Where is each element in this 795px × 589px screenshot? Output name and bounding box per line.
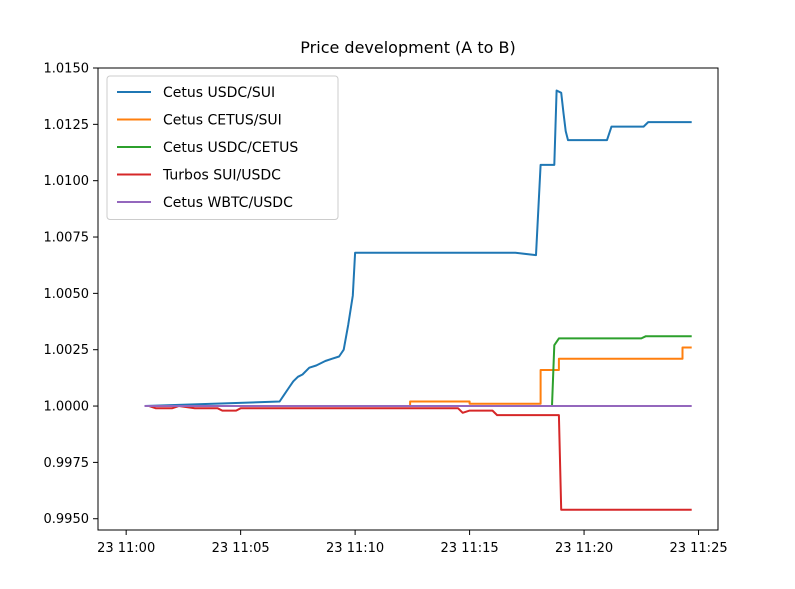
x-tick-label: 23 11:15 — [441, 541, 499, 556]
legend-label-0: Cetus USDC/SUI — [163, 85, 275, 101]
x-tick-label: 23 11:25 — [669, 541, 727, 556]
axes-layer: 0.9950 0.9975 1.0000 1.0025 1.0050 1.0075 1.01… — [44, 62, 728, 557]
y-tick-label: 1.0075 — [44, 231, 90, 246]
y-tick-label: 1.0025 — [44, 343, 90, 358]
y-tick-label: 1.0050 — [44, 287, 90, 302]
legend-label-1: Cetus CETUS/SUI — [163, 113, 282, 129]
y-tick-label: 1.0150 — [44, 62, 90, 77]
x-tick-label: 23 11:20 — [555, 541, 613, 556]
y-tick-label: 0.9975 — [44, 456, 90, 471]
legend-box — [106, 75, 339, 220]
legend-label-4: Cetus WBTC/USDC — [163, 195, 293, 211]
series-layer — [144, 89, 692, 511]
y-tick-label: 0.9950 — [44, 512, 90, 527]
chart-title: Price development (A to B) — [300, 38, 515, 57]
x-tick-label: 23 11:00 — [97, 541, 155, 556]
y-tick-label: 1.0100 — [44, 174, 90, 189]
x-tick-label: 23 11:10 — [326, 541, 384, 556]
y-tick-label: 1.0125 — [44, 118, 90, 133]
x-tick-label: 23 11:05 — [212, 541, 270, 556]
series-line-0 — [144, 89, 692, 407]
legend-label-2: Cetus USDC/CETUS — [163, 140, 298, 156]
plot-frame — [97, 67, 719, 531]
legend-label-3: Turbos SUI/USDC — [162, 168, 281, 184]
series-line-1 — [144, 346, 692, 407]
y-tick-label: 1.0000 — [44, 400, 90, 415]
legend: Cetus USDC/SUI Cetus CETUS/SUI Cetus USDC/… — [106, 75, 339, 220]
